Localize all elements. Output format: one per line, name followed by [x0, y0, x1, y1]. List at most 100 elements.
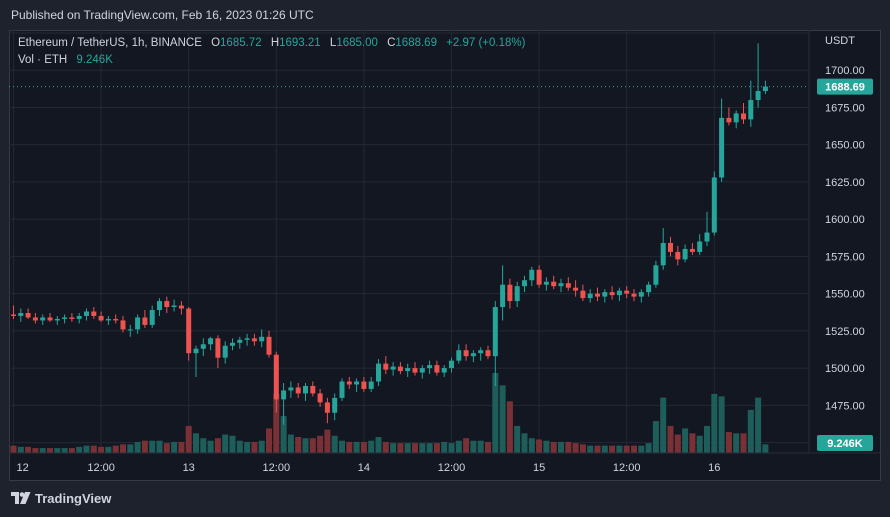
volume-bar — [558, 441, 564, 453]
volume-bar — [149, 440, 156, 453]
candle-body — [762, 86, 768, 92]
candle-body — [200, 344, 206, 349]
volume-bar — [207, 440, 214, 453]
volume-bar — [112, 445, 119, 453]
top-bar: Published on TradingView.com, Feb 16, 20… — [0, 0, 890, 30]
legend-price-row: Ethereum / TetherUS, 1h, BINANCE O1685.7… — [18, 35, 525, 52]
volume-bar — [404, 443, 411, 453]
candle-body — [624, 290, 630, 294]
candle-body — [346, 381, 352, 385]
volume-bar — [652, 421, 659, 453]
candle-body — [595, 293, 600, 297]
volume-bar — [506, 401, 513, 453]
candle-body — [215, 338, 221, 358]
volume-bar — [528, 438, 535, 453]
volume-bar — [565, 441, 572, 453]
candle-body — [478, 350, 484, 354]
volume-bar — [287, 434, 294, 453]
volume-bar — [696, 435, 703, 453]
candle-body — [324, 402, 330, 413]
volume-bar — [178, 441, 185, 453]
volume-bar — [638, 445, 645, 453]
candle-body — [142, 317, 148, 325]
candle-body — [157, 301, 162, 311]
candle-body — [573, 287, 579, 291]
candle-body — [383, 363, 389, 370]
time-tick-label: 15 — [533, 462, 545, 474]
candle-body — [631, 293, 637, 297]
candle-body — [390, 366, 396, 370]
tradingview-logo[interactable]: TradingView — [11, 491, 111, 506]
candle-body — [376, 363, 381, 382]
candle-body — [675, 251, 681, 260]
candle-body — [726, 117, 732, 123]
volume-bar — [463, 438, 470, 453]
volume-bar — [725, 432, 732, 453]
time-tick-label: 12:00 — [438, 462, 466, 474]
candle-body — [565, 283, 571, 288]
volume-bar — [382, 441, 389, 453]
volume-bar — [134, 441, 141, 453]
candle-body — [405, 368, 411, 372]
candle-body — [653, 265, 659, 285]
candle-body — [697, 241, 703, 252]
candle-body — [434, 365, 440, 373]
candle-body — [18, 312, 24, 316]
candle-body — [704, 232, 710, 242]
volume-bar — [127, 444, 134, 453]
low-label: L — [329, 37, 337, 49]
price-tick-label: 1575.00 — [825, 251, 865, 263]
volume-bar — [10, 445, 17, 453]
volume-bar — [251, 441, 258, 453]
volume-bar — [346, 441, 353, 453]
volume-bar — [499, 385, 506, 453]
high-label: H — [270, 37, 280, 49]
volume-bar — [426, 443, 433, 453]
price-tick-label: 1675.00 — [825, 102, 865, 114]
volume-bar — [98, 446, 105, 453]
volume-value: 9.246K — [76, 54, 113, 66]
candle-body — [91, 311, 97, 316]
candle-body — [748, 100, 754, 120]
time-tick-label: 13 — [183, 462, 195, 474]
candle-body — [602, 292, 608, 297]
volume-bar — [397, 443, 404, 453]
volume-bar — [17, 446, 24, 453]
candle-body — [310, 385, 316, 394]
high-value: 1693.21 — [279, 37, 321, 49]
candle-body — [303, 385, 308, 394]
volume-bar — [733, 433, 740, 453]
candle-body — [69, 317, 75, 319]
price-tick-label: 1475.00 — [825, 400, 865, 412]
volume-bar — [185, 425, 192, 453]
candle-body — [47, 317, 53, 321]
candle-body — [492, 307, 498, 357]
volume-bar — [477, 440, 484, 453]
legend-volume-row: Vol · ETH 9.246K — [18, 52, 525, 69]
volume-bar — [171, 441, 178, 453]
candle-body — [682, 248, 688, 260]
volume-bar — [302, 438, 309, 453]
volume-bar — [747, 409, 754, 453]
candle-body — [609, 292, 615, 296]
volume-bar — [229, 435, 236, 453]
low-value: 1685.00 — [336, 37, 378, 49]
volume-bar — [244, 441, 251, 453]
open-label: O — [211, 37, 221, 49]
volume-bar — [360, 441, 367, 453]
candle-body — [470, 353, 476, 357]
change-value: +2.97 (+0.18%) — [446, 37, 526, 49]
candle-body — [456, 350, 462, 361]
candle-body — [419, 368, 425, 373]
price-tick-label: 1650.00 — [825, 140, 865, 152]
volume-bar — [419, 443, 426, 453]
chart-svg[interactable]: USDT1450.001475.001500.001525.001550.001… — [9, 30, 881, 481]
symbol-title[interactable]: Ethereum / TetherUS, 1h, BINANCE — [18, 37, 202, 49]
volume-bar — [616, 445, 623, 453]
tradingview-logo-text: TradingView — [35, 491, 112, 506]
time-tick-label: 12:00 — [613, 462, 641, 474]
candle-body — [54, 318, 60, 321]
volume-bar — [594, 445, 601, 453]
volume-bar — [579, 444, 586, 453]
candle-body — [719, 117, 725, 178]
